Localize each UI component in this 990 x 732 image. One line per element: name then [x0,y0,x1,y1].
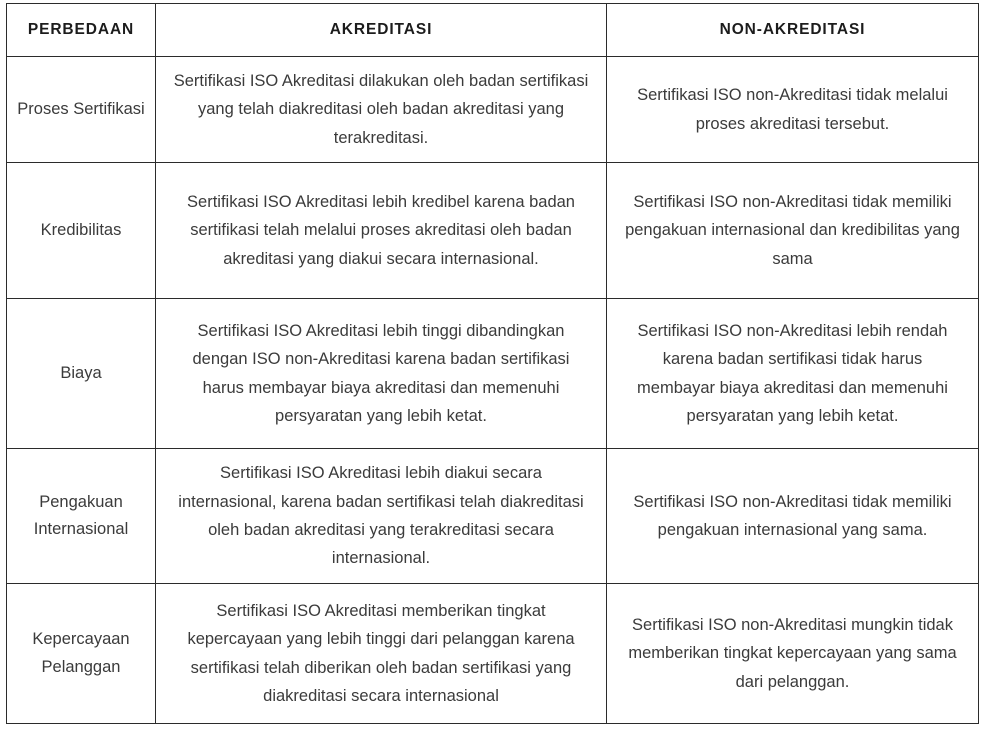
table-row: Kredibilitas Sertifikasi ISO Akreditasi … [6,162,979,299]
cell-akreditasi-pengakuan-internasional: Sertifikasi ISO Akreditasi lebih diakui … [155,448,607,584]
row-label-biaya: Biaya [6,298,156,449]
cell-non-akreditasi-kredibilitas: Sertifikasi ISO non-Akreditasi tidak mem… [606,162,979,299]
comparison-table: PERBEDAAN AKREDITASI NON-AKREDITASI Pros… [6,3,979,724]
cell-non-akreditasi-kepercayaan-pelanggan: Sertifikasi ISO non-Akreditasi mungkin t… [606,583,979,724]
row-label-kredibilitas: Kredibilitas [6,162,156,299]
header-row: PERBEDAAN AKREDITASI NON-AKREDITASI [6,3,979,57]
cell-akreditasi-biaya: Sertifikasi ISO Akreditasi lebih tinggi … [155,298,607,449]
table-row: Biaya Sertifikasi ISO Akreditasi lebih t… [6,298,979,449]
cell-non-akreditasi-pengakuan-internasional: Sertifikasi ISO non-Akreditasi tidak mem… [606,448,979,584]
row-label-pengakuan-internasional: Pengakuan Internasional [6,448,156,584]
table-row: Pengakuan Internasional Sertifikasi ISO … [6,448,979,584]
cell-akreditasi-kredibilitas: Sertifikasi ISO Akreditasi lebih kredibe… [155,162,607,299]
row-label-kepercayaan-pelanggan: Kepercayaan Pelanggan [6,583,156,724]
cell-non-akreditasi-biaya: Sertifikasi ISO non-Akreditasi lebih ren… [606,298,979,449]
column-header-perbedaan: PERBEDAAN [6,3,156,57]
cell-akreditasi-kepercayaan-pelanggan: Sertifikasi ISO Akreditasi memberikan ti… [155,583,607,724]
column-header-akreditasi: AKREDITASI [155,3,607,57]
cell-akreditasi-proses-sertifikasi: Sertifikasi ISO Akreditasi dilakukan ole… [155,56,607,163]
cell-non-akreditasi-proses-sertifikasi: Sertifikasi ISO non-Akreditasi tidak mel… [606,56,979,163]
column-header-non-akreditasi: NON-AKREDITASI [606,3,979,57]
table-body: Proses Sertifikasi Sertifikasi ISO Akred… [6,56,979,724]
table-row: Kepercayaan Pelanggan Sertifikasi ISO Ak… [6,583,979,724]
table-row: Proses Sertifikasi Sertifikasi ISO Akred… [6,56,979,163]
row-label-proses-sertifikasi: Proses Sertifikasi [6,56,156,163]
table-header: PERBEDAAN AKREDITASI NON-AKREDITASI [6,3,979,57]
comparison-table-container: PERBEDAAN AKREDITASI NON-AKREDITASI Pros… [6,3,979,725]
